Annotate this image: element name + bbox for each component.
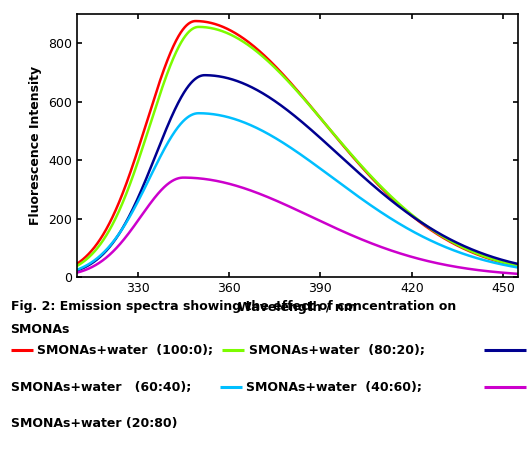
Text: SMONAs+water   (60:40);: SMONAs+water (60:40); xyxy=(11,381,191,393)
Text: SMONAs+water  (100:0);: SMONAs+water (100:0); xyxy=(37,344,213,357)
Text: SMONAs: SMONAs xyxy=(11,323,70,336)
Text: SMONAs+water (20:80): SMONAs+water (20:80) xyxy=(11,417,177,430)
Text: Fig. 2: Emission spectra showing the effect of concentration on: Fig. 2: Emission spectra showing the eff… xyxy=(11,300,456,313)
Y-axis label: Fluorescence Intensity: Fluorescence Intensity xyxy=(29,66,42,225)
Text: SMONAs+water  (40:60);: SMONAs+water (40:60); xyxy=(246,381,422,393)
X-axis label: Wavelength / nm: Wavelength / nm xyxy=(238,300,357,314)
Text: SMONAs+water  (80:20);: SMONAs+water (80:20); xyxy=(249,344,424,357)
